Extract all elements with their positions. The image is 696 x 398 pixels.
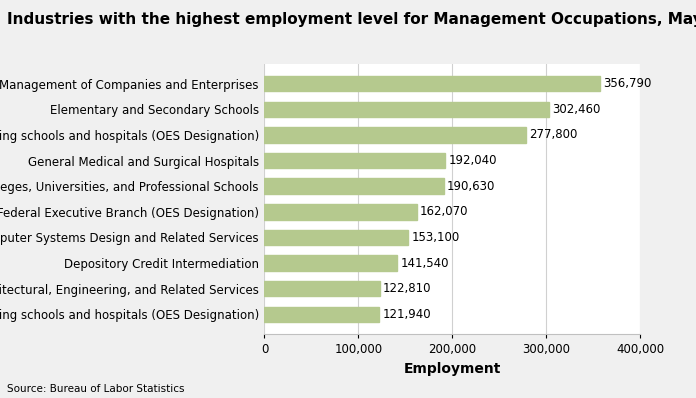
Bar bbox=[264, 76, 600, 92]
Text: 302,460: 302,460 bbox=[552, 103, 601, 116]
Text: 190,630: 190,630 bbox=[447, 179, 496, 193]
Bar bbox=[264, 281, 380, 297]
Bar bbox=[264, 306, 379, 322]
Text: Industries with the highest employment level for Management Occupations, May 201: Industries with the highest employment l… bbox=[7, 12, 696, 27]
Text: 356,790: 356,790 bbox=[603, 77, 651, 90]
Bar bbox=[264, 153, 445, 168]
Bar bbox=[264, 127, 525, 142]
Bar bbox=[264, 204, 417, 220]
Text: 141,540: 141,540 bbox=[401, 257, 449, 269]
Text: 192,040: 192,040 bbox=[448, 154, 497, 167]
Text: 122,810: 122,810 bbox=[383, 282, 432, 295]
Text: 162,070: 162,070 bbox=[420, 205, 468, 219]
Bar bbox=[264, 178, 443, 194]
Text: 277,800: 277,800 bbox=[529, 129, 577, 141]
Text: 121,940: 121,940 bbox=[382, 308, 431, 321]
Bar bbox=[264, 101, 548, 117]
Bar bbox=[264, 230, 409, 245]
X-axis label: Employment: Employment bbox=[404, 362, 501, 376]
Text: Source: Bureau of Labor Statistics: Source: Bureau of Labor Statistics bbox=[7, 384, 184, 394]
Bar bbox=[264, 256, 397, 271]
Text: 153,100: 153,100 bbox=[411, 231, 460, 244]
